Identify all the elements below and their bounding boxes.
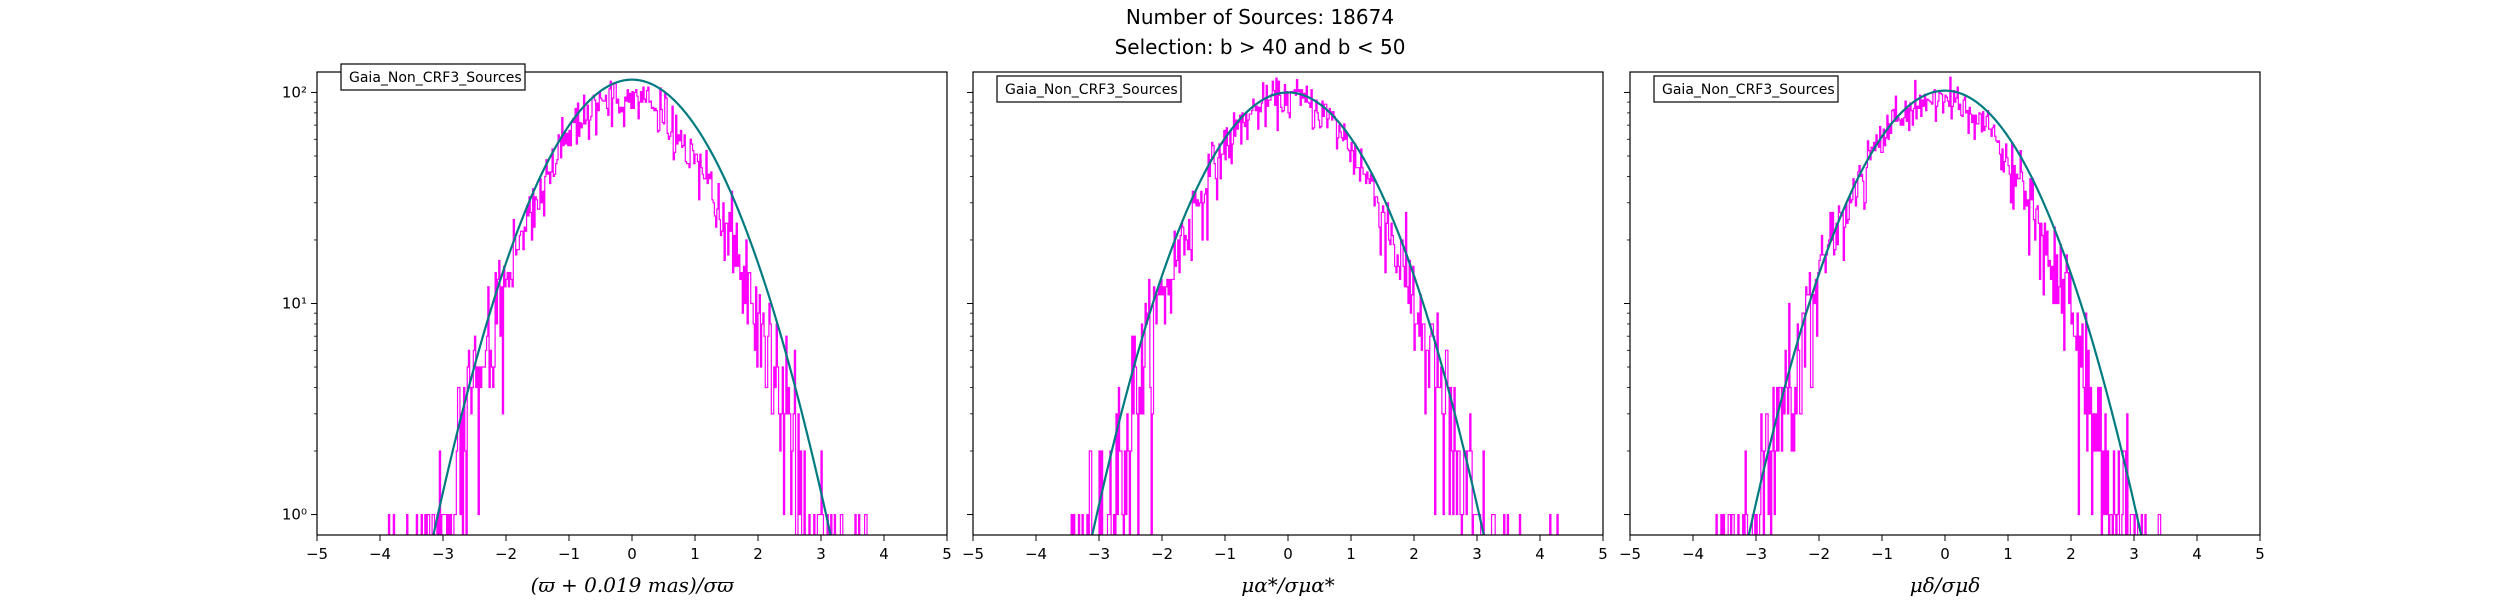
x-tick-label: 5 [2255,545,2265,563]
y-tick-label: 10² [282,83,307,101]
x-tick-label: 2 [753,545,763,563]
x-tick-label: −1 [1214,545,1236,563]
panels: −5 −4 −3 −2 −1 0 1 2 3 4 5 10⁰ 10¹ 10² (ϖ + 0.019 mas)… [282,63,2265,597]
x-tick-label: 3 [2129,545,2139,563]
x-tick-label: 0 [1940,545,1950,563]
x-tick-label: 0 [627,545,637,563]
panel-1: −5 −4 −3 −2 −1 0 1 2 3 4 5 10⁰ 10¹ 10² (ϖ + 0.019 mas)… [282,63,952,597]
legend-box [340,63,526,91]
gaussian-curve [1091,91,1485,535]
axes-frame [972,71,1604,536]
plot-area [1070,77,1559,535]
x-tick-label: −5 [306,545,328,563]
x-tick-label: −5 [1619,545,1641,563]
x-tick-label: 1 [2003,545,2013,563]
x-tick-label: 1 [690,545,700,563]
legend-label: Gaia_Non_CRF3_Sources [349,70,522,86]
legend-box [1653,75,1839,103]
x-tick-label: −2 [495,545,517,563]
x-tick-label: 5 [1598,545,1608,563]
x-tick-label: 2 [1409,545,1419,563]
x-tick-label: −3 [432,545,454,563]
x-tick-label: 0 [1283,545,1293,563]
plot-area [387,78,868,535]
histogram-series [1070,77,1559,535]
y-tick-label: 10¹ [282,295,307,313]
x-tick-label: −4 [1025,545,1047,563]
x-tick-label: 1 [1346,545,1356,563]
histogram-series [1715,76,2162,535]
axes-frame [316,71,948,536]
histogram-series [387,80,868,535]
x-tick-label: −1 [1871,545,1893,563]
x-tick-label: −1 [558,545,580,563]
x-tick-label: 3 [816,545,826,563]
x-tick-label: −3 [1745,545,1767,563]
x-tick-label: −3 [1088,545,1110,563]
gaussian-curve [1747,89,2143,535]
y-tick-label: 10⁰ [282,506,307,524]
axes-frame [1629,71,2261,536]
legend-label: Gaia_Non_CRF3_Sources [1662,82,1835,98]
x-tick-label: 4 [2192,545,2202,563]
x-axis-label: μα*/σμα* [1241,573,1334,597]
x-tick-label: 3 [1472,545,1482,563]
x-tick-label: 2 [2066,545,2076,563]
gaussian-curve [432,78,832,535]
x-tick-label: −5 [962,545,984,563]
x-tick-label: 4 [879,545,889,563]
x-axis-label: (ϖ + 0.019 mas)/σϖ [531,573,735,597]
x-tick-label: −2 [1808,545,1830,563]
x-axis-label: μδ/σμδ [1910,573,1980,597]
x-tick-label: −2 [1151,545,1173,563]
panel-3: −5 −4 −3 −2 −1 0 1 2 3 4 5 μδ/σμδ Gaia_Non_CRF3_Sour… [1619,71,2265,597]
x-tick-label: −4 [1682,545,1704,563]
figure-subtitle: Selection: b > 40 and b < 50 [1115,35,1406,59]
legend-label: Gaia_Non_CRF3_Sources [1005,82,1178,98]
panel-2: −5 −4 −3 −2 −1 0 1 2 3 4 5 μα*/σμα* Gaia_Non_CRF3_So… [962,71,1608,597]
legend-box [996,75,1182,103]
x-tick-label: −4 [369,545,391,563]
plot-area [1715,76,2162,535]
x-tick-label: 4 [1535,545,1545,563]
x-tick-label: 5 [942,545,952,563]
figure-title: Number of Sources: 18674 [1126,5,1394,29]
